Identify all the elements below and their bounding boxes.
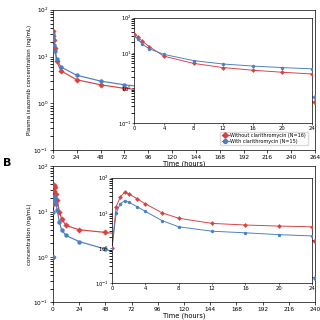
X-axis label: Time (hours): Time (hours) (163, 161, 205, 167)
Legend: Without clarithromycin (N=16), With clarithromycin (N=15): Without clarithromycin (N=16), With clar… (220, 132, 308, 145)
X-axis label: Time (hours): Time (hours) (163, 313, 205, 319)
Text: B: B (3, 158, 12, 168)
Y-axis label: concentration (ng/mL): concentration (ng/mL) (27, 204, 32, 265)
Y-axis label: Plasma ixazomib concentration (ng/mL): Plasma ixazomib concentration (ng/mL) (27, 25, 32, 135)
